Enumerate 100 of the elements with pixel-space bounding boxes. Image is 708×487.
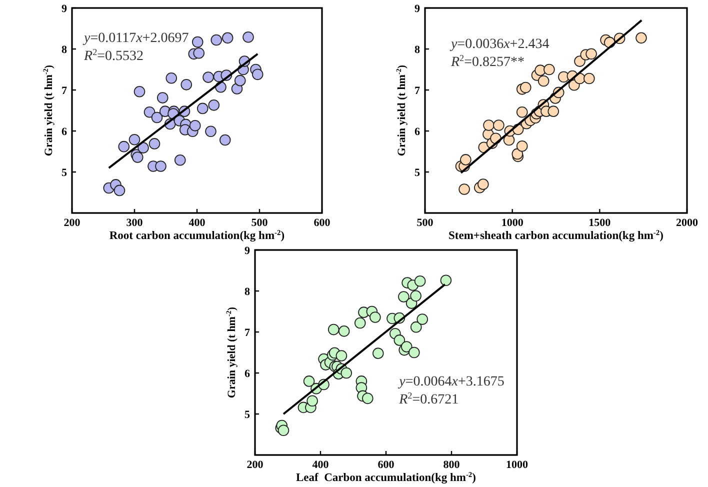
point	[128, 134, 140, 146]
annotation: y=0.0117x+2.0697	[82, 31, 189, 46]
point	[400, 341, 412, 352]
y-tick-label: 6	[414, 126, 420, 138]
point	[414, 276, 426, 287]
y-tick-label: 7	[62, 85, 68, 97]
annotation: R$^{2}$=0.5532	[83, 47, 144, 64]
point	[189, 120, 201, 132]
point	[205, 126, 216, 138]
point	[520, 82, 532, 94]
point	[586, 48, 597, 60]
point	[278, 424, 290, 436]
x-tick-label: 400	[312, 459, 330, 471]
point	[156, 92, 168, 104]
x-tick-label: 200	[246, 459, 264, 471]
point	[410, 290, 422, 302]
point	[242, 31, 254, 43]
y-tick-label: 5	[244, 409, 250, 421]
y-tick-label: 9	[62, 3, 68, 15]
point	[548, 106, 560, 117]
y-tick-label: 8	[244, 286, 250, 298]
point	[338, 326, 350, 337]
x-axis-title: Stem+sheath carbon accumulation(kg hm$^{-2}$)	[448, 228, 664, 242]
point	[192, 36, 204, 48]
point	[394, 334, 406, 346]
point	[306, 395, 318, 407]
point	[478, 178, 489, 190]
point	[222, 32, 234, 44]
x-tick-label: 500	[251, 217, 268, 229]
x-axis-title: Leaf Carbon accumulation(kg hm$^{-2}$)	[296, 470, 476, 484]
point	[155, 160, 166, 172]
point	[636, 32, 647, 44]
x-tick-label: 1000	[501, 217, 524, 229]
point	[210, 34, 222, 46]
point	[584, 72, 595, 84]
annotation: R$^{2}$=0.8257**	[450, 53, 524, 70]
point	[340, 367, 352, 379]
point	[516, 140, 528, 152]
point	[180, 79, 192, 90]
x-axis-title: Root carbon accumulation(kg hm$^{-2}$)	[109, 228, 285, 242]
point	[544, 64, 555, 76]
point	[483, 120, 494, 131]
point	[328, 324, 340, 336]
y-tick-label: 8	[62, 44, 68, 56]
point	[303, 376, 315, 387]
x-tick-label: 1000	[506, 459, 528, 471]
point	[538, 75, 550, 87]
point	[398, 291, 410, 302]
x-tick-label: 500	[416, 217, 434, 229]
annotation: R$^{2}$=0.6721	[398, 390, 459, 408]
point	[148, 138, 160, 150]
point	[460, 154, 472, 166]
y-tick-label: 6	[244, 368, 250, 380]
point	[252, 68, 264, 80]
x-tick-label: 1500	[588, 217, 612, 229]
point	[138, 142, 149, 154]
point	[151, 112, 163, 124]
x-tick-label: 300	[126, 217, 144, 229]
point	[174, 154, 186, 166]
point	[362, 392, 374, 404]
point	[372, 348, 384, 359]
point	[134, 86, 146, 98]
point	[196, 102, 208, 114]
y-tick-label: 5	[414, 167, 420, 179]
point	[410, 321, 422, 333]
point	[193, 47, 205, 59]
point	[512, 148, 524, 160]
point	[166, 72, 178, 84]
point	[219, 134, 231, 146]
point	[132, 152, 144, 163]
y-tick-label: 9	[414, 3, 420, 15]
y-tick-label: 7	[414, 85, 420, 97]
x-tick-label: 600	[378, 459, 395, 471]
point	[408, 346, 420, 358]
point	[208, 100, 220, 111]
point	[574, 56, 586, 67]
point	[440, 274, 452, 286]
point	[114, 184, 126, 196]
y-tick-label: 9	[244, 245, 250, 257]
point	[370, 312, 381, 323]
y-tick-label: 8	[414, 44, 420, 56]
point	[458, 184, 470, 195]
point	[118, 140, 130, 152]
annotation: y=0.0036x+2.434	[448, 37, 550, 52]
y-tick-label: 5	[62, 167, 68, 179]
point	[144, 106, 156, 118]
point	[354, 317, 366, 329]
point	[202, 72, 214, 83]
x-tick-label: 800	[443, 459, 460, 471]
y-tick-label: 7	[244, 327, 250, 339]
point	[234, 74, 246, 86]
point	[493, 120, 504, 131]
y-tick-label: 6	[62, 126, 68, 138]
x-tick-label: 400	[188, 217, 206, 229]
x-tick-label: 2000	[676, 217, 698, 229]
point	[416, 314, 428, 325]
annotation: y=0.0064x+3.1675	[397, 374, 504, 390]
x-tick-label: 600	[314, 217, 331, 229]
point	[516, 106, 528, 118]
point	[336, 350, 348, 362]
